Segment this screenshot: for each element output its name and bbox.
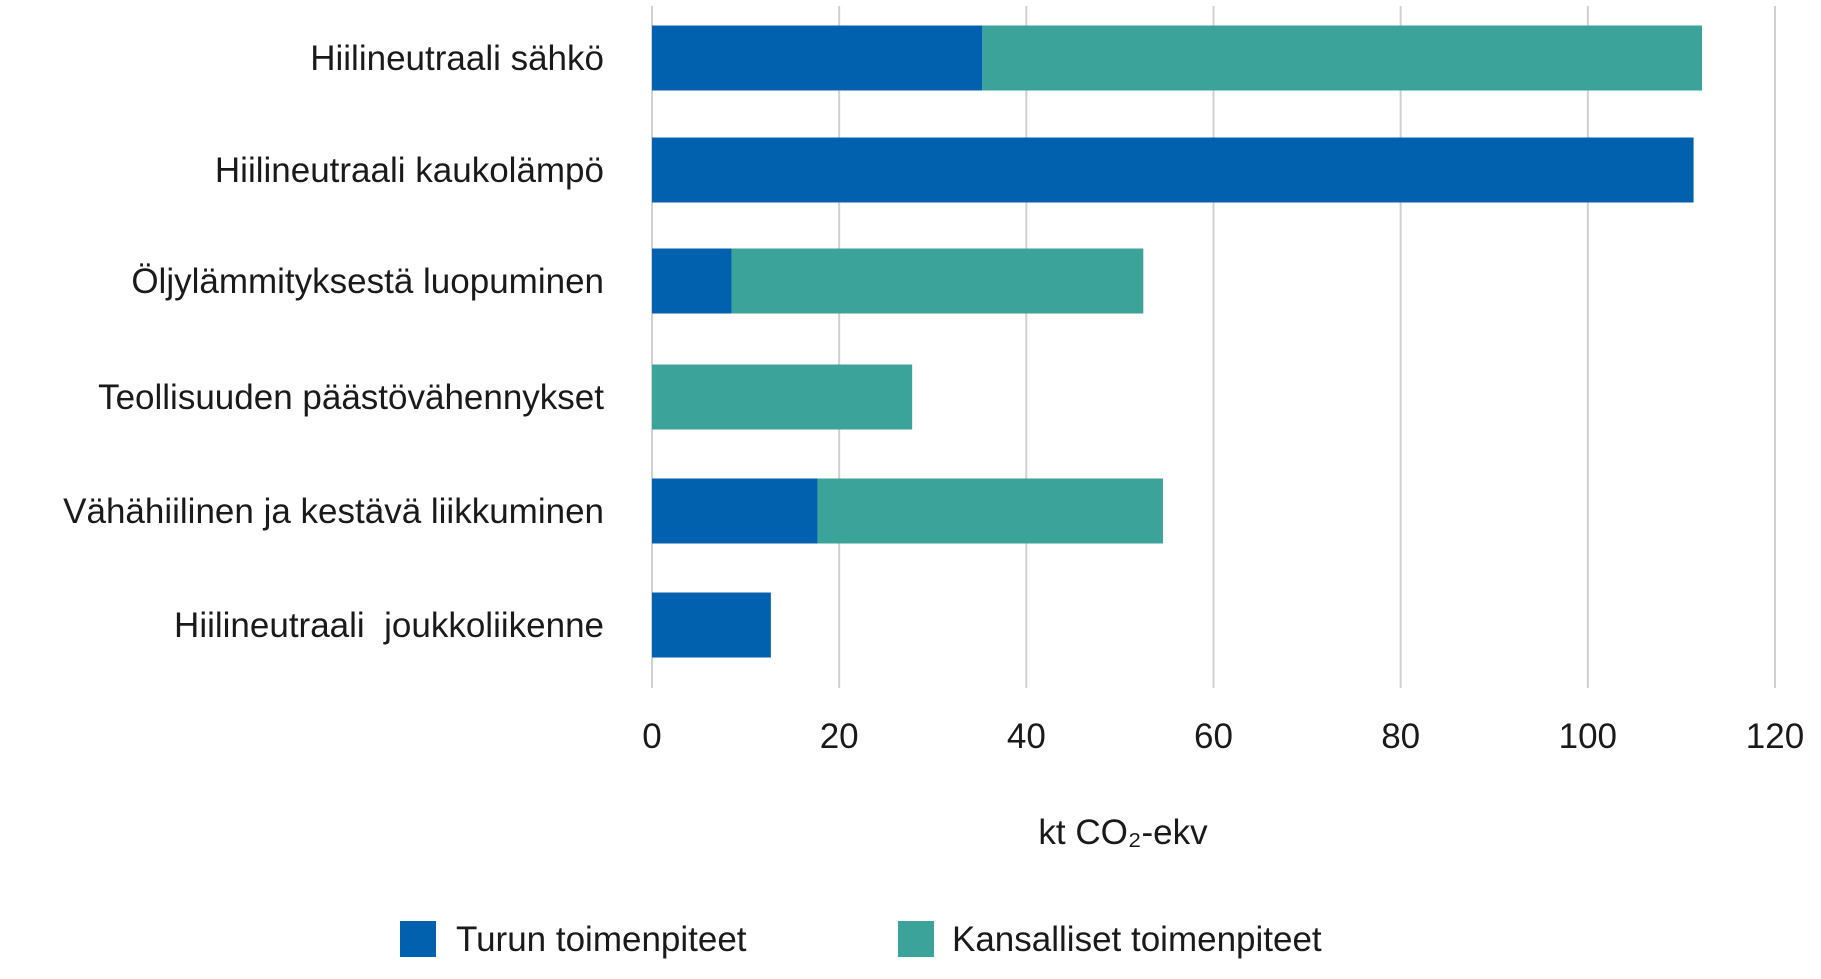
- legend-label: Turun toimenpiteet: [456, 920, 747, 959]
- x-tick-label: 20: [820, 717, 859, 756]
- bars: [652, 25, 1703, 658]
- category-label: Hiilineutraali kaukolämpö: [215, 151, 604, 190]
- bar-turku-1: [652, 137, 1694, 203]
- x-tick-label: 40: [1007, 717, 1046, 756]
- category-labels: Hiilineutraali sähkö Hiilineutraali kauko…: [63, 39, 604, 645]
- bar-national-3: [652, 364, 913, 430]
- x-tick-label: 0: [642, 717, 661, 756]
- category-label: Teollisuuden päästövähennykset: [98, 378, 604, 417]
- bar-turku-2: [652, 248, 732, 314]
- x-tick-label: 120: [1746, 717, 1804, 756]
- x-tick-label: 60: [1194, 717, 1233, 756]
- category-label: Vähähiilinen ja kestävä liikkuminen: [63, 492, 604, 531]
- bar-turku-4: [652, 478, 818, 544]
- bar-national-4: [817, 478, 1163, 544]
- category-label: Hiilineutraali sähkö: [310, 39, 604, 78]
- legend-swatch: [400, 921, 436, 957]
- x-tick-label: 100: [1559, 717, 1617, 756]
- bar-turku-5: [652, 592, 771, 658]
- x-axis-title: kt CO₂-ekv: [1038, 813, 1208, 852]
- bar-national-2: [731, 248, 1144, 314]
- x-tick-labels: 0 20 40 60 80 100 120: [642, 717, 1804, 756]
- x-tick-label: 80: [1381, 717, 1420, 756]
- legend: Turun toimenpiteet Kansalliset toimenpite…: [400, 920, 1322, 959]
- category-label: Hiilineutraali joukkoliikenne: [174, 606, 604, 645]
- gridlines: [651, 6, 1776, 688]
- legend-swatch: [898, 921, 934, 957]
- bar-national-0: [982, 25, 1703, 91]
- category-label: Öljylämmityksestä luopuminen: [131, 262, 604, 301]
- bar-turku-0: [652, 25, 983, 91]
- legend-label: Kansalliset toimenpiteet: [952, 920, 1322, 959]
